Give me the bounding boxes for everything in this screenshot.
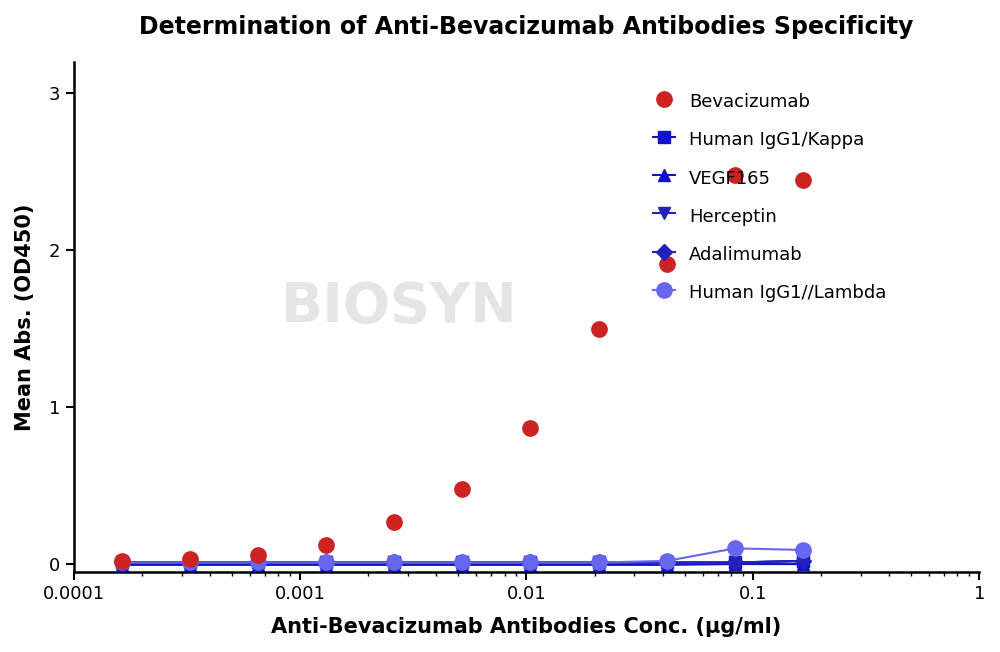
Human IgG1/Kappa (116, 559, 128, 567)
VEGF165 (320, 561, 332, 569)
Adalimumab (524, 559, 536, 567)
Bevacizumab (454, 484, 470, 494)
Human IgG1//Lambda (388, 559, 400, 567)
Human IgG1/Kappa (593, 559, 605, 567)
X-axis label: Anti-Bevacizumab Antibodies Conc. (μg/ml): Anti-Bevacizumab Antibodies Conc. (μg/ml… (271, 617, 782, 637)
Human IgG1/Kappa (456, 559, 468, 567)
Herceptin (593, 559, 605, 567)
Line: Herceptin: Herceptin (115, 555, 809, 569)
Line: Human IgG1/Kappa: Human IgG1/Kappa (115, 555, 809, 569)
VEGF165 (661, 561, 673, 569)
Line: Human IgG1//Lambda: Human IgG1//Lambda (114, 541, 811, 570)
VEGF165 (184, 561, 196, 569)
Bevacizumab (182, 554, 198, 565)
Y-axis label: Mean Abs. (OD450): Mean Abs. (OD450) (15, 203, 35, 430)
Human IgG1/Kappa (184, 559, 196, 567)
Adalimumab (593, 559, 605, 567)
Bevacizumab (659, 259, 675, 269)
Adalimumab (320, 559, 332, 567)
Human IgG1//Lambda (729, 544, 741, 552)
Adalimumab (456, 559, 468, 567)
Human IgG1/Kappa (252, 559, 264, 567)
Herceptin (729, 559, 741, 567)
Human IgG1/Kappa (729, 559, 741, 567)
Human IgG1//Lambda (524, 559, 536, 567)
Adalimumab (184, 559, 196, 567)
Human IgG1/Kappa (388, 559, 400, 567)
Line: Adalimumab: Adalimumab (116, 556, 809, 568)
Human IgG1//Lambda (252, 559, 264, 567)
Bevacizumab (591, 323, 607, 334)
Herceptin (456, 559, 468, 567)
Bevacizumab (386, 516, 402, 527)
Bevacizumab (522, 422, 538, 433)
Herceptin (661, 559, 673, 567)
VEGF165 (116, 561, 128, 569)
Herceptin (320, 559, 332, 567)
Human IgG1/Kappa (524, 559, 536, 567)
VEGF165 (524, 561, 536, 569)
VEGF165 (388, 561, 400, 569)
VEGF165 (729, 560, 741, 568)
Text: BIOSYN: BIOSYN (281, 280, 518, 334)
Bevacizumab (795, 174, 811, 185)
Bevacizumab (318, 540, 334, 550)
Line: VEGF165: VEGF165 (115, 558, 809, 571)
Human IgG1/Kappa (797, 557, 809, 565)
Adalimumab (729, 559, 741, 567)
Adalimumab (116, 559, 128, 567)
VEGF165 (593, 561, 605, 569)
Herceptin (252, 559, 264, 567)
Adalimumab (661, 559, 673, 567)
Herceptin (797, 557, 809, 565)
Human IgG1/Kappa (320, 559, 332, 567)
Human IgG1//Lambda (797, 546, 809, 554)
Legend: Bevacizumab, Human IgG1/Kappa, VEGF165, Herceptin, Adalimumab, Human IgG1//Lambd: Bevacizumab, Human IgG1/Kappa, VEGF165, … (644, 81, 896, 312)
Human IgG1/Kappa (661, 559, 673, 567)
Human IgG1//Lambda (320, 559, 332, 567)
Human IgG1//Lambda (184, 559, 196, 567)
Herceptin (116, 559, 128, 567)
Human IgG1//Lambda (661, 557, 673, 565)
VEGF165 (797, 560, 809, 568)
Human IgG1//Lambda (456, 559, 468, 567)
Herceptin (388, 559, 400, 567)
Bevacizumab (250, 550, 266, 560)
VEGF165 (456, 561, 468, 569)
Bevacizumab (727, 170, 743, 180)
Human IgG1//Lambda (116, 559, 128, 567)
Adalimumab (252, 559, 264, 567)
Herceptin (184, 559, 196, 567)
Adalimumab (797, 557, 809, 565)
Title: Determination of Anti-Bevacizumab Antibodies Specificity: Determination of Anti-Bevacizumab Antibo… (139, 15, 914, 39)
Bevacizumab (114, 556, 130, 567)
Herceptin (524, 559, 536, 567)
Human IgG1//Lambda (593, 559, 605, 567)
Adalimumab (388, 559, 400, 567)
VEGF165 (252, 561, 264, 569)
